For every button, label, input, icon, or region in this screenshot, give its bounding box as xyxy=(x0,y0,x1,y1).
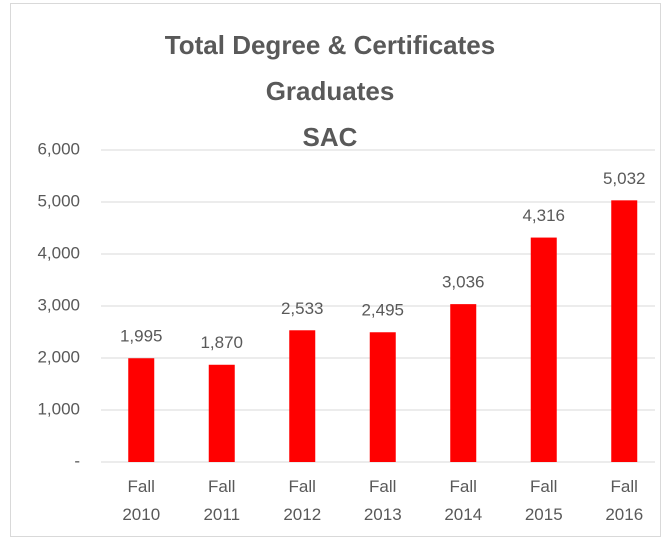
data-label: 5,032 xyxy=(603,169,646,188)
bar xyxy=(208,364,235,462)
data-label: 2,533 xyxy=(281,299,324,318)
bar xyxy=(530,237,557,462)
data-label: 4,316 xyxy=(522,206,565,225)
data-label: 3,036 xyxy=(442,273,485,292)
x-tick-label: Fall 2012 xyxy=(283,477,321,524)
bar xyxy=(289,330,316,462)
y-tick-label: 1,000 xyxy=(37,399,80,418)
chart-title: Graduates xyxy=(266,76,395,106)
data-label: 2,495 xyxy=(361,301,404,320)
x-tick-label: Fall 2011 xyxy=(203,477,240,524)
bar xyxy=(450,304,477,462)
y-tick-label: 4,000 xyxy=(37,243,80,262)
x-tick-label: Fall 2010 xyxy=(122,477,160,524)
chart-title: Total Degree & Certificates xyxy=(165,30,495,60)
chart-title: SAC xyxy=(303,122,358,152)
data-label: 1,995 xyxy=(120,327,163,346)
x-tick-label: Fall 2013 xyxy=(364,477,402,524)
x-tick-label: Fall 2014 xyxy=(444,477,482,524)
y-tick-label: 5,000 xyxy=(37,191,80,210)
y-tick-label: - xyxy=(74,451,80,470)
y-tick-label: 2,000 xyxy=(37,347,80,366)
bar xyxy=(128,358,155,462)
data-label: 1,870 xyxy=(200,333,243,352)
y-tick-label: 6,000 xyxy=(37,139,80,158)
bar xyxy=(611,200,638,462)
x-tick-label: Fall 2015 xyxy=(525,477,563,524)
bar xyxy=(369,332,396,462)
x-tick-label: Fall 2016 xyxy=(605,477,643,524)
y-tick-label: 3,000 xyxy=(37,295,80,314)
